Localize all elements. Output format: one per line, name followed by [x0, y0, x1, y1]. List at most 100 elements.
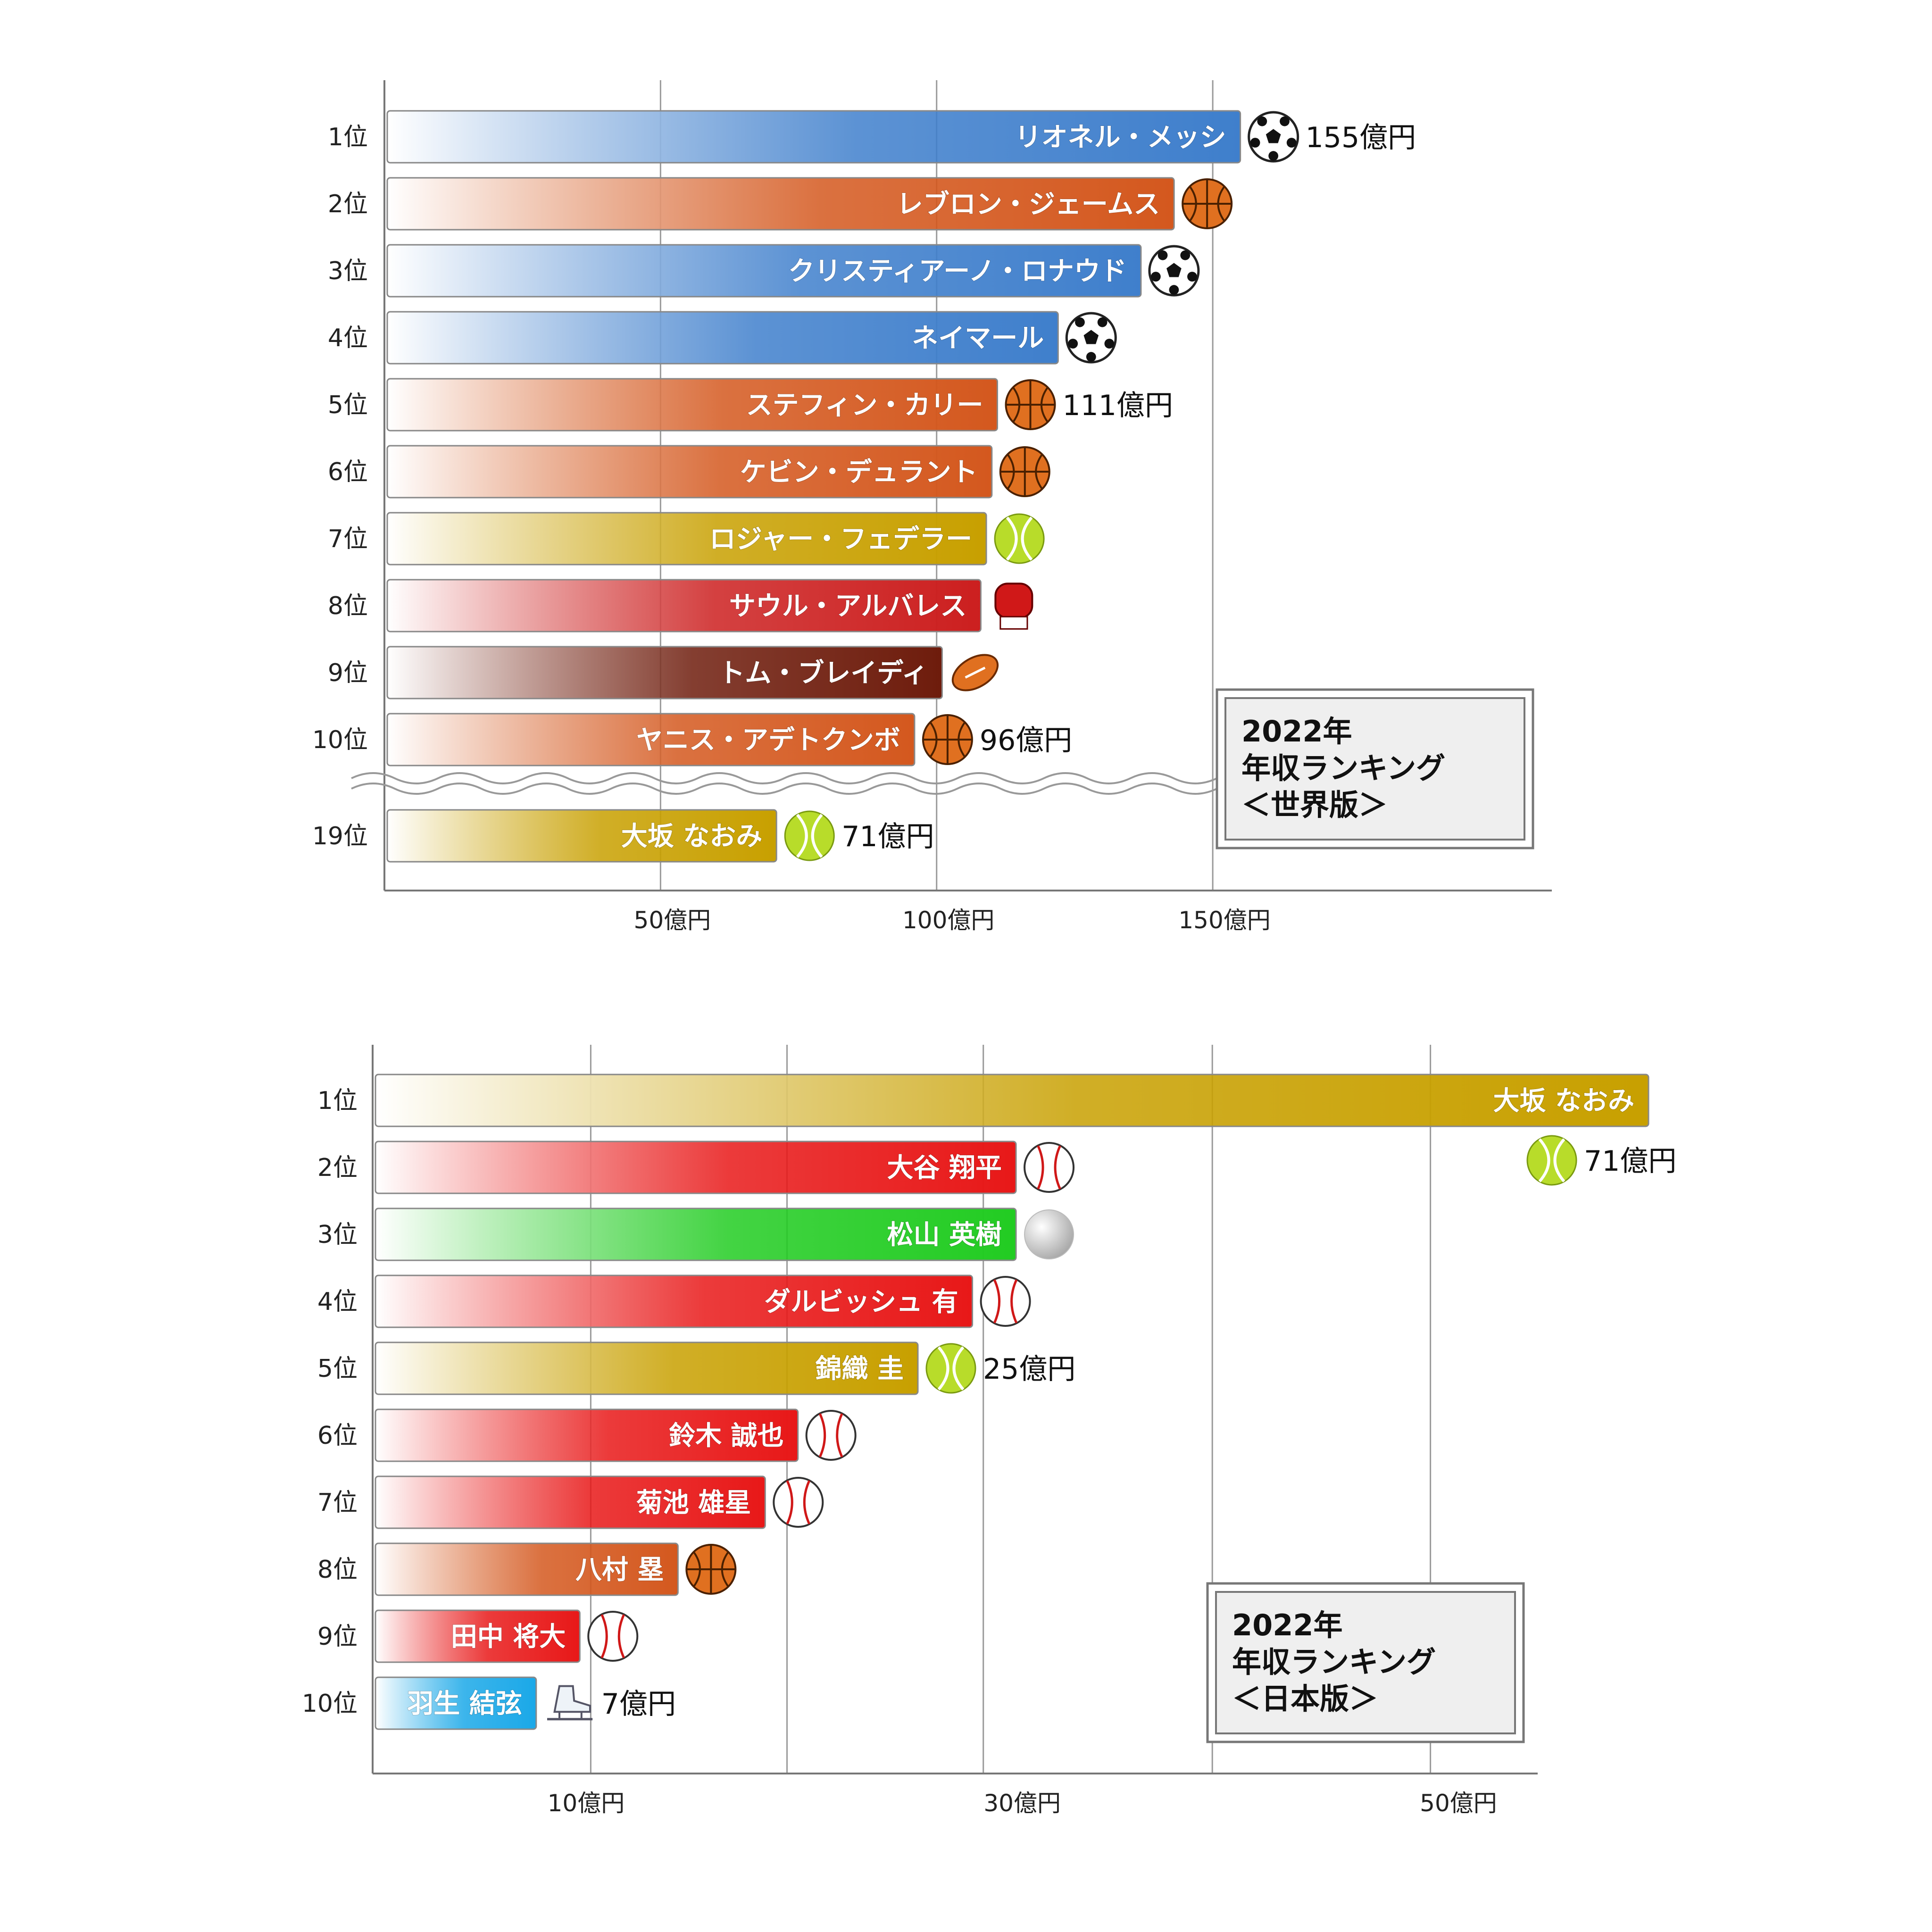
- bar-row: 9位 トム・ブレイディ: [328, 646, 999, 700]
- bar: [386, 713, 916, 766]
- baseball-icon: [980, 1276, 1031, 1327]
- bar-row: 4位 ネイマール: [328, 311, 1117, 365]
- value-label: 25億円: [983, 1353, 1075, 1386]
- baseball-icon: [773, 1477, 824, 1528]
- athlete-name: 羽生 結弦: [407, 1689, 522, 1719]
- chart-title-line: ＜世界版＞: [1241, 788, 1388, 822]
- bar-row: 9位 田中 将大: [317, 1609, 639, 1663]
- x-tick-label: 10億円: [548, 1790, 625, 1817]
- bar-row: 4位 ダルビッシュ 有: [317, 1274, 1031, 1328]
- rank-label: 5位: [328, 391, 368, 419]
- bar: [386, 512, 987, 566]
- tennis-icon: [994, 513, 1045, 564]
- bar-row: 1位 リオネル・メッシ 155億円: [328, 110, 1416, 164]
- athlete-name: トム・ブレイディ: [718, 658, 928, 689]
- athlete-name: 松山 英樹: [887, 1220, 1002, 1250]
- athlete-name: サウル・アルバレス: [729, 591, 966, 622]
- basketball-icon: [1005, 379, 1056, 430]
- bar-row: 10位 羽生 結弦 7億円: [302, 1676, 676, 1730]
- basketball-icon: [1182, 178, 1233, 229]
- rank-label: 10位: [312, 726, 368, 754]
- bar-row: 8位 サウル・アルバレス: [328, 579, 1033, 633]
- bar: [386, 177, 1175, 231]
- athlete-name: 大坂 なおみ: [1493, 1086, 1635, 1116]
- rank-label: 5位: [317, 1355, 358, 1383]
- chart-title-line: 2022年: [1241, 714, 1352, 749]
- bar: [375, 1408, 799, 1462]
- bar: [375, 1141, 1017, 1194]
- soccer-icon: [1065, 312, 1117, 364]
- rank-label: 9位: [328, 659, 368, 687]
- x-tick-label: 100億円: [902, 907, 994, 934]
- bar: [375, 1274, 974, 1328]
- bar-row: 6位 ケビン・デュラント: [328, 445, 1050, 499]
- athlete-name: リオネル・メッシ: [1015, 122, 1226, 153]
- athlete-name: ロジャー・フェデラー: [709, 524, 972, 555]
- athlete-name: ネイマール: [912, 323, 1044, 354]
- tennis-icon: [925, 1343, 976, 1394]
- boxing-icon: [994, 583, 1033, 630]
- bar-row: 19位 大坂 なおみ 71億円: [312, 809, 934, 863]
- baseball-icon: [587, 1611, 639, 1662]
- athlete-name: 鈴木 誠也: [669, 1421, 784, 1451]
- bar: [386, 110, 1241, 164]
- bar: [386, 646, 943, 700]
- basketball-icon: [999, 446, 1050, 497]
- world-ranking-chart: 50億円 100億円 150億円 1位 リオネル・メッシ 155億円 2位 レブロン・ジェーム…: [312, 80, 1552, 934]
- soccer-icon: [1248, 111, 1299, 163]
- rank-label: 3位: [328, 257, 368, 285]
- bar: [386, 244, 1142, 298]
- chart-title-line: 2022年: [1232, 1608, 1343, 1642]
- bar-row: 2位 レブロン・ジェームス: [328, 177, 1233, 231]
- rank-label: 10位: [302, 1690, 358, 1718]
- bar-row: 2位 大谷 翔平: [317, 1141, 1075, 1194]
- rank-label: 2位: [328, 190, 368, 218]
- value-label: 7億円: [601, 1688, 676, 1721]
- basketball-icon: [685, 1544, 737, 1595]
- athlete-name: ダルビッシュ 有: [764, 1287, 958, 1317]
- tennis-icon: [784, 810, 835, 861]
- soccer-icon: [1148, 245, 1200, 297]
- rank-label: 3位: [317, 1221, 358, 1249]
- rank-label: 1位: [317, 1087, 358, 1115]
- bar: [375, 1341, 919, 1395]
- japan-ranking-chart: 10億円 30億円 50億円 1位 大坂 なおみ 71億円 2位 大谷 翔平 3位 松山 英樹 4位…: [302, 1045, 1676, 1817]
- bar-row: 7位 ロジャー・フェデラー: [328, 512, 1045, 566]
- rank-label: 7位: [317, 1489, 358, 1517]
- athlete-name: 大坂 なおみ: [621, 821, 763, 852]
- athlete-name: 田中 将大: [451, 1622, 566, 1652]
- athlete-name: レブロン・ジェームス: [897, 189, 1160, 220]
- bar-row: 7位 菊池 雄星: [317, 1475, 824, 1529]
- value-label: 71億円: [1584, 1145, 1676, 1178]
- bar: [375, 1609, 581, 1663]
- baseball-icon: [805, 1410, 857, 1461]
- athlete-name: クリスティアーノ・ロナウド: [788, 256, 1127, 287]
- rank-label: 4位: [328, 324, 368, 352]
- athlete-name: 錦織 圭: [815, 1354, 904, 1384]
- rank-label: 8位: [317, 1556, 358, 1584]
- chart-title-line: 年収ランキング: [1232, 1645, 1436, 1679]
- bar: [375, 1475, 766, 1529]
- value-label: 155億円: [1306, 121, 1416, 154]
- football-icon: [951, 654, 999, 691]
- rank-label: 8位: [328, 592, 368, 620]
- value-label: 111億円: [1063, 389, 1174, 422]
- bar: [375, 1208, 1017, 1261]
- x-tick-label: 50億円: [1420, 1790, 1497, 1817]
- tennis-icon: [1526, 1135, 1577, 1186]
- bar-row: 3位 クリスティアーノ・ロナウド: [328, 244, 1200, 298]
- bar: [375, 1676, 537, 1730]
- bar: [386, 809, 777, 863]
- bar-row: 8位 八村 塁: [317, 1542, 737, 1596]
- rank-label: 6位: [317, 1422, 358, 1450]
- rank-label: 9位: [317, 1623, 358, 1651]
- bar: [386, 311, 1059, 365]
- bar: [386, 378, 999, 432]
- bar: [386, 445, 993, 499]
- bar: [386, 579, 982, 633]
- bar: [375, 1074, 1649, 1127]
- chart-title-line: ＜日本版＞: [1232, 1682, 1378, 1716]
- baseball-icon: [1024, 1142, 1075, 1193]
